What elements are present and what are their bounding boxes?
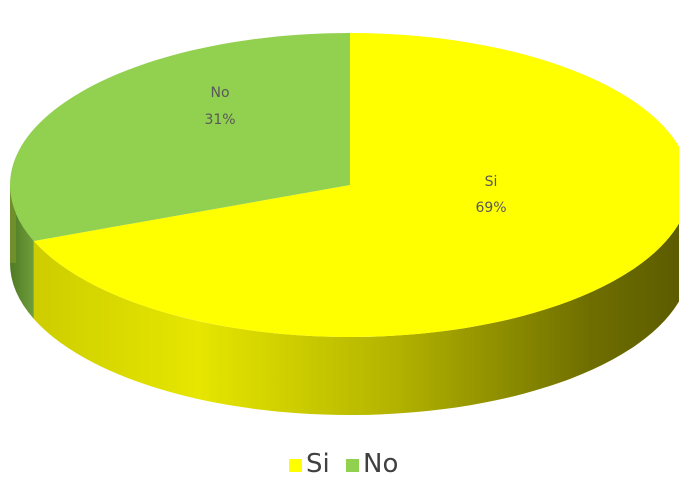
- legend-label-si: Si: [306, 449, 330, 479]
- legend-swatch-si: [289, 459, 302, 472]
- legend-swatch-no: [346, 459, 359, 472]
- data-label-si-percent: 69%: [475, 200, 506, 216]
- data-label-si-category: Si: [485, 174, 498, 190]
- legend: Si No: [289, 449, 398, 479]
- pie-slice-si: [33, 33, 679, 337]
- legend-label-no: No: [363, 449, 398, 479]
- data-label-no-percent: 31%: [204, 112, 235, 128]
- pie-slice-no: [10, 33, 351, 241]
- pie-slice-side-si: [33, 223, 679, 415]
- data-label-no-category: No: [210, 85, 229, 101]
